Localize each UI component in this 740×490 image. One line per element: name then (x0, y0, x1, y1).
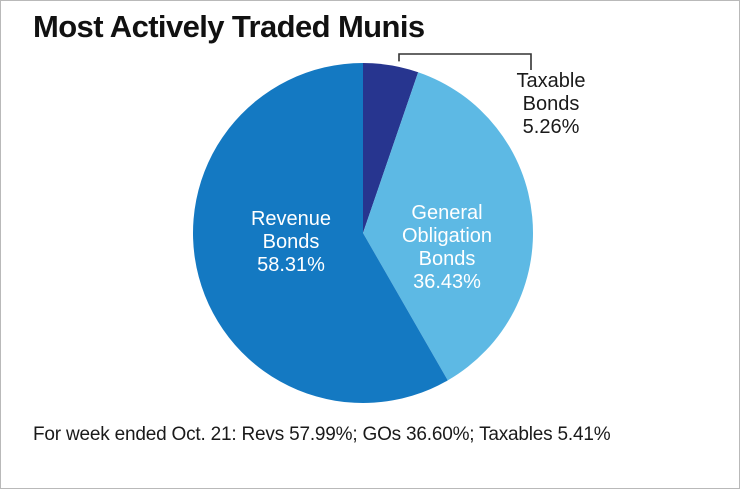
slice-label-revenue-bonds: Revenue Bonds 58.31% (251, 208, 331, 276)
slice-labels: Taxable Bonds 5.26% General Obligation Bonds 3… (251, 70, 586, 293)
pie-slices (193, 63, 533, 403)
slice-label-taxable-bonds: Taxable Bonds 5.26% (517, 70, 586, 138)
chart-title: Most Actively Traded Munis (33, 9, 425, 44)
callout-bracket (398, 53, 532, 70)
pie-slice-taxable-bonds (363, 63, 419, 233)
pie-slice-revenue-bonds (193, 63, 448, 403)
slice-label-general-obligation-bonds: General Obligation Bonds 36.43% (402, 202, 492, 293)
callout-line (398, 53, 532, 70)
pie-slice-general-obligation-bonds (363, 72, 533, 381)
footnote: For week ended Oct. 21: Revs 57.99%; GOs… (33, 424, 611, 445)
